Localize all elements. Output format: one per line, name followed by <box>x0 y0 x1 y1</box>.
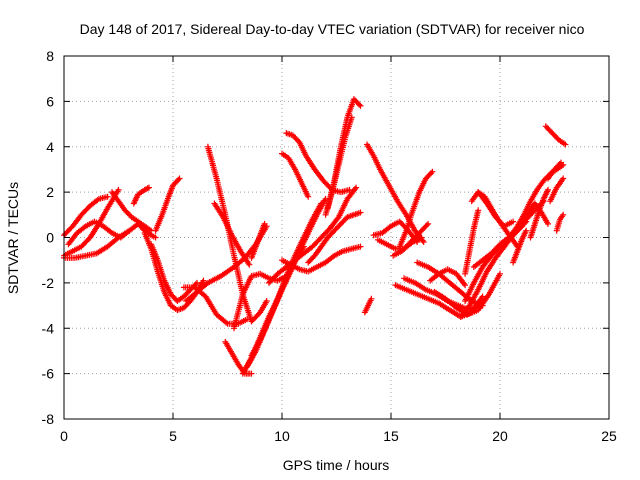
data-series-51 <box>553 211 567 234</box>
y-tick-label: 4 <box>46 139 54 155</box>
series-markers <box>305 209 364 266</box>
y-tick-label: 6 <box>46 93 54 109</box>
data-series-43 <box>475 189 517 230</box>
data-series-27 <box>361 295 375 316</box>
series-markers <box>542 123 569 148</box>
series-markers <box>109 189 155 234</box>
data-series-5 <box>109 189 155 234</box>
data-series-26 <box>322 114 355 218</box>
data-series-21 <box>279 243 364 275</box>
y-tick-label: -4 <box>42 320 55 336</box>
tick-labels: 0 5 10 15 20 25 -8 -6 -4 -2 0 2 4 6 8 <box>42 48 617 444</box>
x-tick-label: 0 <box>60 428 68 444</box>
y-tick-label: 2 <box>46 184 54 200</box>
data-series-37 <box>431 270 503 318</box>
data-series-28 <box>364 141 427 245</box>
x-tick-label: 15 <box>383 428 399 444</box>
data-series-20 <box>248 220 268 261</box>
series-markers <box>248 220 268 261</box>
series-markers <box>364 141 427 245</box>
axis-ticks <box>63 55 610 420</box>
series-markers <box>231 270 290 332</box>
series-markers <box>279 150 312 200</box>
data-series-41 <box>462 207 482 277</box>
series-markers <box>279 243 364 275</box>
data-series-32 <box>396 168 436 250</box>
data-series-23 <box>279 150 312 200</box>
series-markers <box>61 227 133 261</box>
data-series-11 <box>180 284 251 327</box>
data-series-13 <box>211 200 253 268</box>
data-series-10 <box>183 223 270 304</box>
data-series-2 <box>61 227 133 261</box>
chart-title: Day 148 of 2017, Sidereal Day-to-day VTE… <box>80 21 585 37</box>
series-markers <box>547 175 567 205</box>
y-axis-title: SDTVAR / TECUs <box>5 182 21 294</box>
series-markers <box>152 175 183 234</box>
y-tick-label: 0 <box>46 230 54 246</box>
data-series-50 <box>547 175 567 205</box>
data-series-24 <box>305 209 364 266</box>
data-series-31 <box>390 220 432 259</box>
y-tick-label: -6 <box>42 366 55 382</box>
series-markers <box>396 168 436 250</box>
series-markers <box>183 223 270 304</box>
series-markers <box>322 114 355 218</box>
series-markers <box>390 220 432 259</box>
x-tick-label: 5 <box>169 428 177 444</box>
data-series-15 <box>231 270 290 332</box>
y-tick-label: -2 <box>42 275 55 291</box>
series-markers <box>510 227 530 266</box>
series-markers <box>130 184 152 207</box>
data-series-49 <box>545 159 564 182</box>
data-series-18 <box>248 200 325 359</box>
data-series-45 <box>510 227 530 266</box>
series-markers <box>427 266 469 289</box>
x-axis-title: GPS time / hours <box>283 457 390 473</box>
series-markers <box>248 200 325 359</box>
x-tick-label: 20 <box>492 428 508 444</box>
data-series-47 <box>527 186 551 241</box>
series-markers <box>211 200 253 268</box>
data-series-48 <box>542 123 569 148</box>
x-tick-label: 25 <box>601 428 617 444</box>
data-points <box>61 96 569 377</box>
x-tick-label: 10 <box>274 428 290 444</box>
y-tick-label: 8 <box>46 48 54 64</box>
data-series-36 <box>427 266 469 289</box>
series-markers <box>361 295 375 316</box>
series-markers <box>475 189 517 230</box>
data-series-6 <box>130 184 152 207</box>
series-markers <box>431 270 503 318</box>
data-series-7 <box>152 175 183 234</box>
series-markers <box>180 284 251 327</box>
series-markers <box>462 207 482 277</box>
series-markers <box>527 186 551 241</box>
grid <box>64 56 609 419</box>
y-tick-label: -8 <box>42 411 55 427</box>
series-markers <box>545 159 564 182</box>
series-markers <box>553 211 567 234</box>
